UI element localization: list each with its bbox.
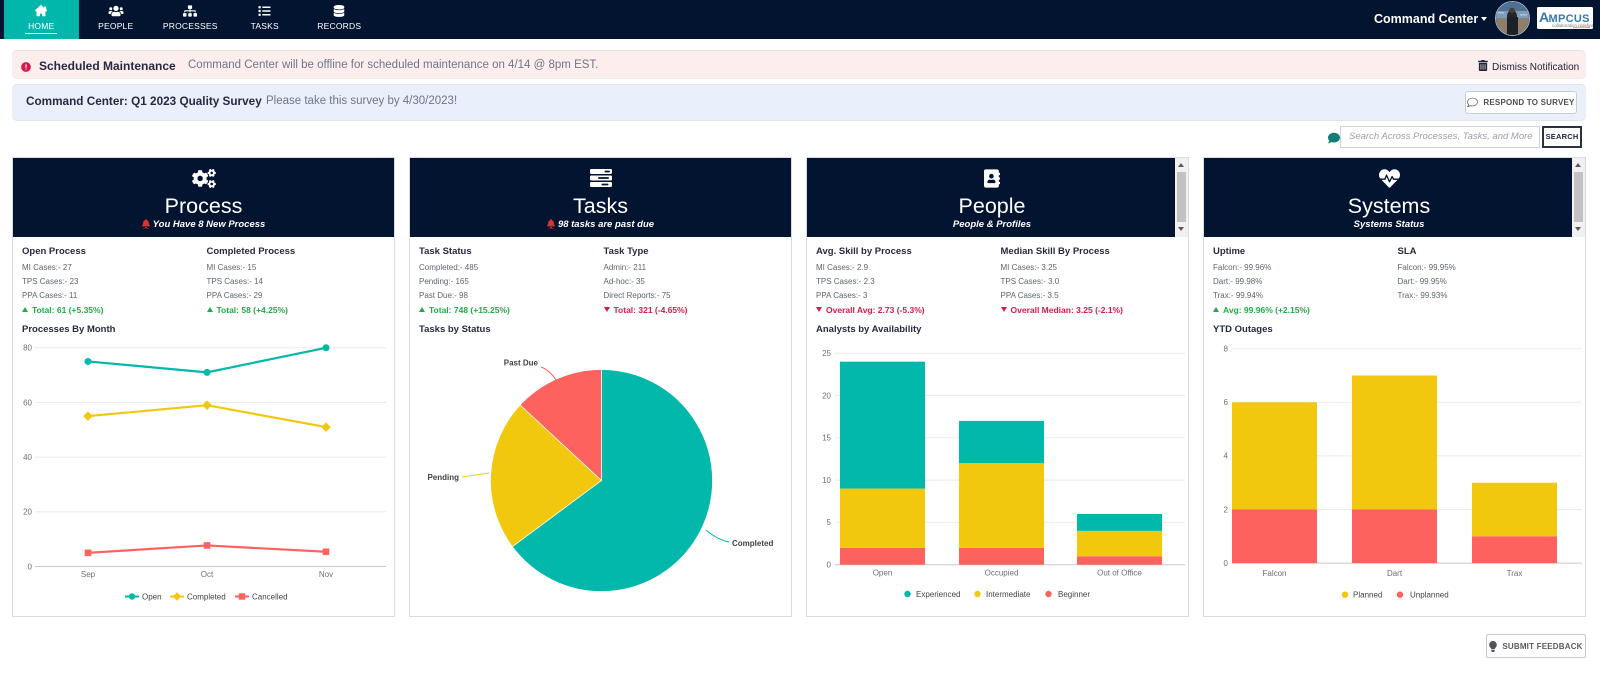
svg-text:60: 60: [23, 398, 32, 407]
svg-text:Cancelled: Cancelled: [252, 593, 288, 602]
svg-text:collaboration redefined: collaboration redefined: [1552, 23, 1593, 28]
svg-text:80: 80: [23, 344, 32, 353]
svg-text:15: 15: [822, 434, 831, 443]
svg-text:10: 10: [822, 476, 831, 485]
svg-text:Intermediate: Intermediate: [986, 590, 1031, 599]
svg-text:Open: Open: [142, 593, 162, 602]
svg-text:0: 0: [28, 562, 33, 571]
svg-text:20: 20: [23, 508, 32, 517]
svg-text:8: 8: [1224, 345, 1229, 354]
svg-text:4: 4: [1224, 452, 1229, 461]
svg-text:Pending: Pending: [427, 473, 459, 482]
svg-text:0: 0: [1224, 559, 1229, 568]
svg-text:Falcon: Falcon: [1262, 569, 1286, 578]
svg-text:Out of Office: Out of Office: [1097, 569, 1142, 578]
svg-text:Completed: Completed: [732, 539, 773, 548]
svg-text:Occupied: Occupied: [985, 569, 1019, 578]
svg-text:Trax: Trax: [1507, 569, 1523, 578]
svg-text:Planned: Planned: [1353, 591, 1382, 600]
svg-text:Experienced: Experienced: [916, 590, 960, 599]
svg-text:2: 2: [1224, 505, 1229, 514]
svg-text:40: 40: [23, 453, 32, 462]
svg-text:Nov: Nov: [319, 570, 333, 579]
svg-text:MPCUS: MPCUS: [1549, 13, 1590, 25]
svg-text:6: 6: [1224, 398, 1229, 407]
svg-text:5: 5: [827, 518, 832, 527]
svg-text:Oct: Oct: [201, 570, 214, 579]
svg-text:Dart: Dart: [1387, 569, 1403, 578]
svg-text:Past Due: Past Due: [504, 359, 539, 368]
svg-text:0: 0: [827, 561, 832, 570]
svg-text:Sep: Sep: [81, 570, 96, 579]
svg-text:Beginner: Beginner: [1058, 590, 1090, 599]
svg-text:20: 20: [822, 391, 831, 400]
svg-text:Open: Open: [873, 569, 893, 578]
svg-text:Unplanned: Unplanned: [1410, 591, 1449, 600]
svg-text:25: 25: [822, 349, 831, 358]
svg-text:Completed: Completed: [187, 593, 226, 602]
svg-text:A: A: [1539, 9, 1549, 25]
